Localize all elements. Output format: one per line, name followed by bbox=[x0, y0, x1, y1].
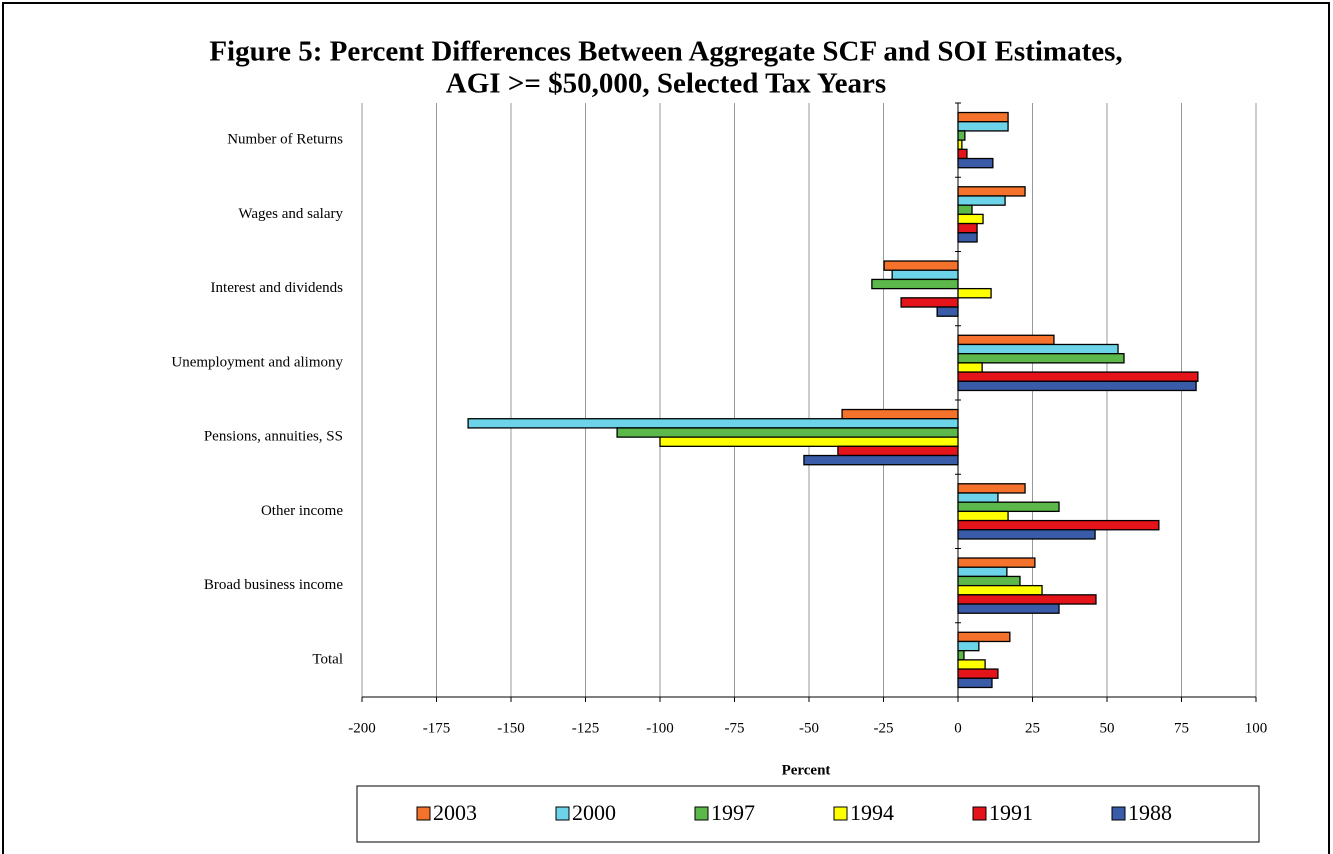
bar bbox=[616, 427, 959, 438]
legend-swatch bbox=[555, 806, 570, 821]
bar bbox=[837, 445, 959, 457]
bar bbox=[957, 566, 1008, 578]
y-tick-label: Other income bbox=[261, 503, 343, 519]
x-tick-label: -125 bbox=[572, 720, 600, 736]
bar bbox=[841, 408, 959, 420]
x-tick-label: -150 bbox=[497, 720, 525, 736]
legend-label: 2000 bbox=[572, 800, 616, 825]
y-tick-label: Broad business income bbox=[204, 577, 343, 593]
bar bbox=[957, 594, 1097, 605]
legend-swatch bbox=[972, 806, 987, 821]
x-tick-label: -100 bbox=[646, 720, 674, 736]
bar bbox=[957, 139, 963, 150]
bar bbox=[957, 668, 999, 679]
x-tick-label: -50 bbox=[799, 720, 819, 736]
bar bbox=[957, 353, 1125, 364]
bar bbox=[659, 436, 959, 447]
y-tick-label: Wages and salary bbox=[238, 206, 343, 222]
bar bbox=[957, 575, 1021, 587]
bar bbox=[957, 213, 984, 225]
bar bbox=[957, 557, 1036, 568]
bar bbox=[957, 130, 966, 141]
x-tick-label: 25 bbox=[1025, 720, 1040, 736]
bar bbox=[957, 222, 978, 234]
bar bbox=[957, 287, 992, 299]
bar bbox=[957, 204, 973, 216]
x-tick-label: -25 bbox=[874, 720, 894, 736]
x-tick-label: -175 bbox=[423, 720, 451, 736]
bar bbox=[936, 306, 959, 317]
bar bbox=[957, 380, 1197, 392]
bar bbox=[957, 603, 1060, 614]
legend-label: 2003 bbox=[433, 800, 477, 825]
bar bbox=[891, 269, 959, 281]
bar bbox=[871, 278, 959, 290]
bar bbox=[957, 111, 1009, 123]
bar bbox=[957, 584, 1043, 596]
legend-swatch bbox=[694, 806, 709, 821]
bar bbox=[957, 343, 1119, 355]
legend bbox=[356, 785, 1260, 843]
bar bbox=[957, 492, 999, 503]
bar bbox=[957, 483, 1026, 494]
x-tick-label: 100 bbox=[1245, 720, 1268, 736]
bar bbox=[957, 334, 1055, 346]
bar bbox=[957, 371, 1199, 382]
x-tick-label: 75 bbox=[1174, 720, 1189, 736]
bar bbox=[957, 501, 1060, 513]
y-tick-label: Total bbox=[312, 651, 343, 667]
bar bbox=[900, 297, 959, 308]
legend-swatch bbox=[833, 806, 848, 821]
bar bbox=[957, 640, 980, 652]
bar bbox=[957, 195, 1006, 206]
y-tick-label: Number of Returns bbox=[227, 132, 343, 148]
bar bbox=[957, 510, 1009, 522]
y-tick-label: Unemployment and alimony bbox=[171, 354, 343, 370]
y-tick-label: Pensions, annuities, SS bbox=[204, 429, 343, 445]
bar bbox=[957, 631, 1011, 643]
bar bbox=[957, 121, 1009, 132]
legend-swatch bbox=[1111, 806, 1126, 821]
legend-swatch bbox=[416, 806, 431, 821]
x-tick-label: 50 bbox=[1100, 720, 1115, 736]
bar bbox=[957, 362, 983, 373]
legend-label: 1988 bbox=[1128, 800, 1172, 825]
bar bbox=[957, 186, 1026, 197]
bar bbox=[883, 260, 959, 271]
bar bbox=[957, 519, 1160, 531]
x-tick-label: -75 bbox=[725, 720, 745, 736]
chart-title: AGI >= $50,000, Selected Tax Years bbox=[446, 68, 886, 100]
bar bbox=[957, 157, 994, 169]
y-tick-label: Interest and dividends bbox=[211, 280, 344, 296]
x-tick-label: 0 bbox=[954, 720, 962, 736]
legend-label: 1997 bbox=[711, 800, 755, 825]
bar bbox=[957, 659, 986, 670]
chart-title: Figure 5: Percent Differences Between Ag… bbox=[209, 36, 1122, 68]
bar bbox=[957, 148, 968, 160]
bar bbox=[467, 418, 959, 429]
legend-label: 1994 bbox=[850, 800, 894, 825]
x-axis-title: Percent bbox=[782, 762, 831, 778]
bar bbox=[957, 529, 1096, 540]
bar bbox=[957, 232, 978, 243]
x-tick-label: -200 bbox=[348, 720, 376, 736]
bar bbox=[957, 650, 965, 661]
bar bbox=[957, 677, 993, 689]
legend-label: 1991 bbox=[989, 800, 1033, 825]
bar bbox=[803, 454, 959, 466]
